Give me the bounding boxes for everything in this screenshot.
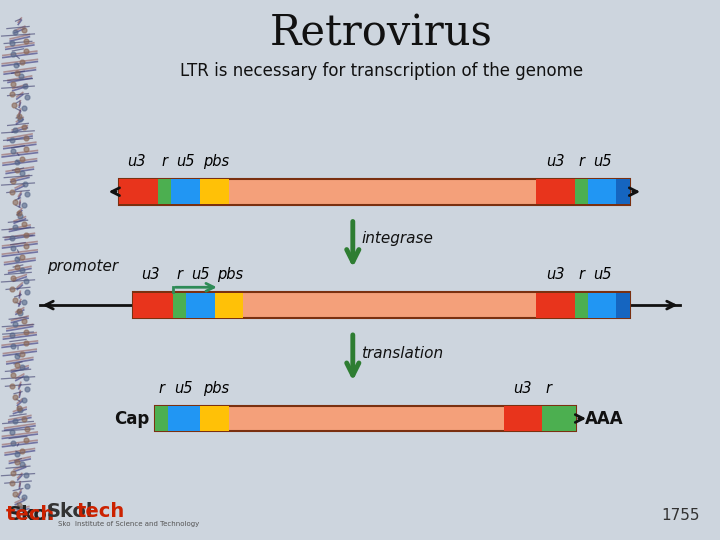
Text: Retrovirus: Retrovirus [270, 12, 493, 55]
Text: Skol: Skol [47, 502, 94, 522]
Bar [133, 293, 173, 318]
Bar [616, 293, 630, 318]
Text: u5: u5 [191, 267, 210, 282]
Bar [119, 179, 158, 204]
Text: u3: u3 [546, 267, 564, 282]
Text: u5: u5 [174, 381, 193, 396]
Bar [155, 406, 168, 431]
Text: r: r [158, 381, 164, 396]
Text: pbs: pbs [203, 381, 229, 396]
Text: promoter: promoter [48, 259, 118, 274]
Bar [119, 179, 630, 205]
Text: tech: tech [77, 502, 125, 522]
Bar [173, 293, 186, 318]
Text: r: r [546, 381, 552, 396]
Bar [168, 406, 200, 431]
Text: 1755: 1755 [661, 508, 700, 523]
Text: u3: u3 [127, 154, 145, 169]
Bar [200, 179, 229, 204]
Text: Sko  Institute of Science and Technology: Sko Institute of Science and Technology [58, 521, 199, 527]
Bar [186, 293, 215, 318]
Text: Skol: Skol [7, 504, 54, 524]
Text: u5: u5 [593, 267, 611, 282]
Bar [133, 292, 630, 318]
Bar [588, 179, 616, 204]
Text: r: r [578, 154, 584, 169]
Text: u3: u3 [513, 381, 532, 396]
Text: u3: u3 [546, 154, 564, 169]
Bar [215, 293, 243, 318]
Text: pbs: pbs [203, 154, 229, 169]
Text: LTR is necessary for transcription of the genome: LTR is necessary for transcription of th… [180, 62, 583, 80]
Text: translation: translation [361, 346, 444, 361]
Bar [575, 179, 588, 204]
Bar [588, 293, 616, 318]
Text: r: r [176, 267, 182, 282]
Bar [536, 179, 575, 204]
Text: integrase: integrase [361, 232, 433, 246]
Bar [200, 406, 229, 431]
Text: u5: u5 [593, 154, 611, 169]
Text: Cap: Cap [114, 409, 149, 428]
Text: r: r [578, 267, 584, 282]
Bar [158, 179, 171, 204]
Bar [155, 406, 576, 431]
Bar [555, 406, 576, 431]
Text: AAA: AAA [585, 409, 624, 428]
Text: tech: tech [0, 504, 54, 524]
Bar [536, 293, 575, 318]
Bar [575, 293, 588, 318]
Bar [616, 179, 630, 204]
Text: r: r [162, 154, 168, 169]
Bar [542, 406, 555, 431]
Bar [504, 406, 542, 431]
Text: pbs: pbs [217, 267, 243, 282]
Text: u3: u3 [141, 267, 160, 282]
Text: u5: u5 [176, 154, 195, 169]
Bar [171, 179, 200, 204]
